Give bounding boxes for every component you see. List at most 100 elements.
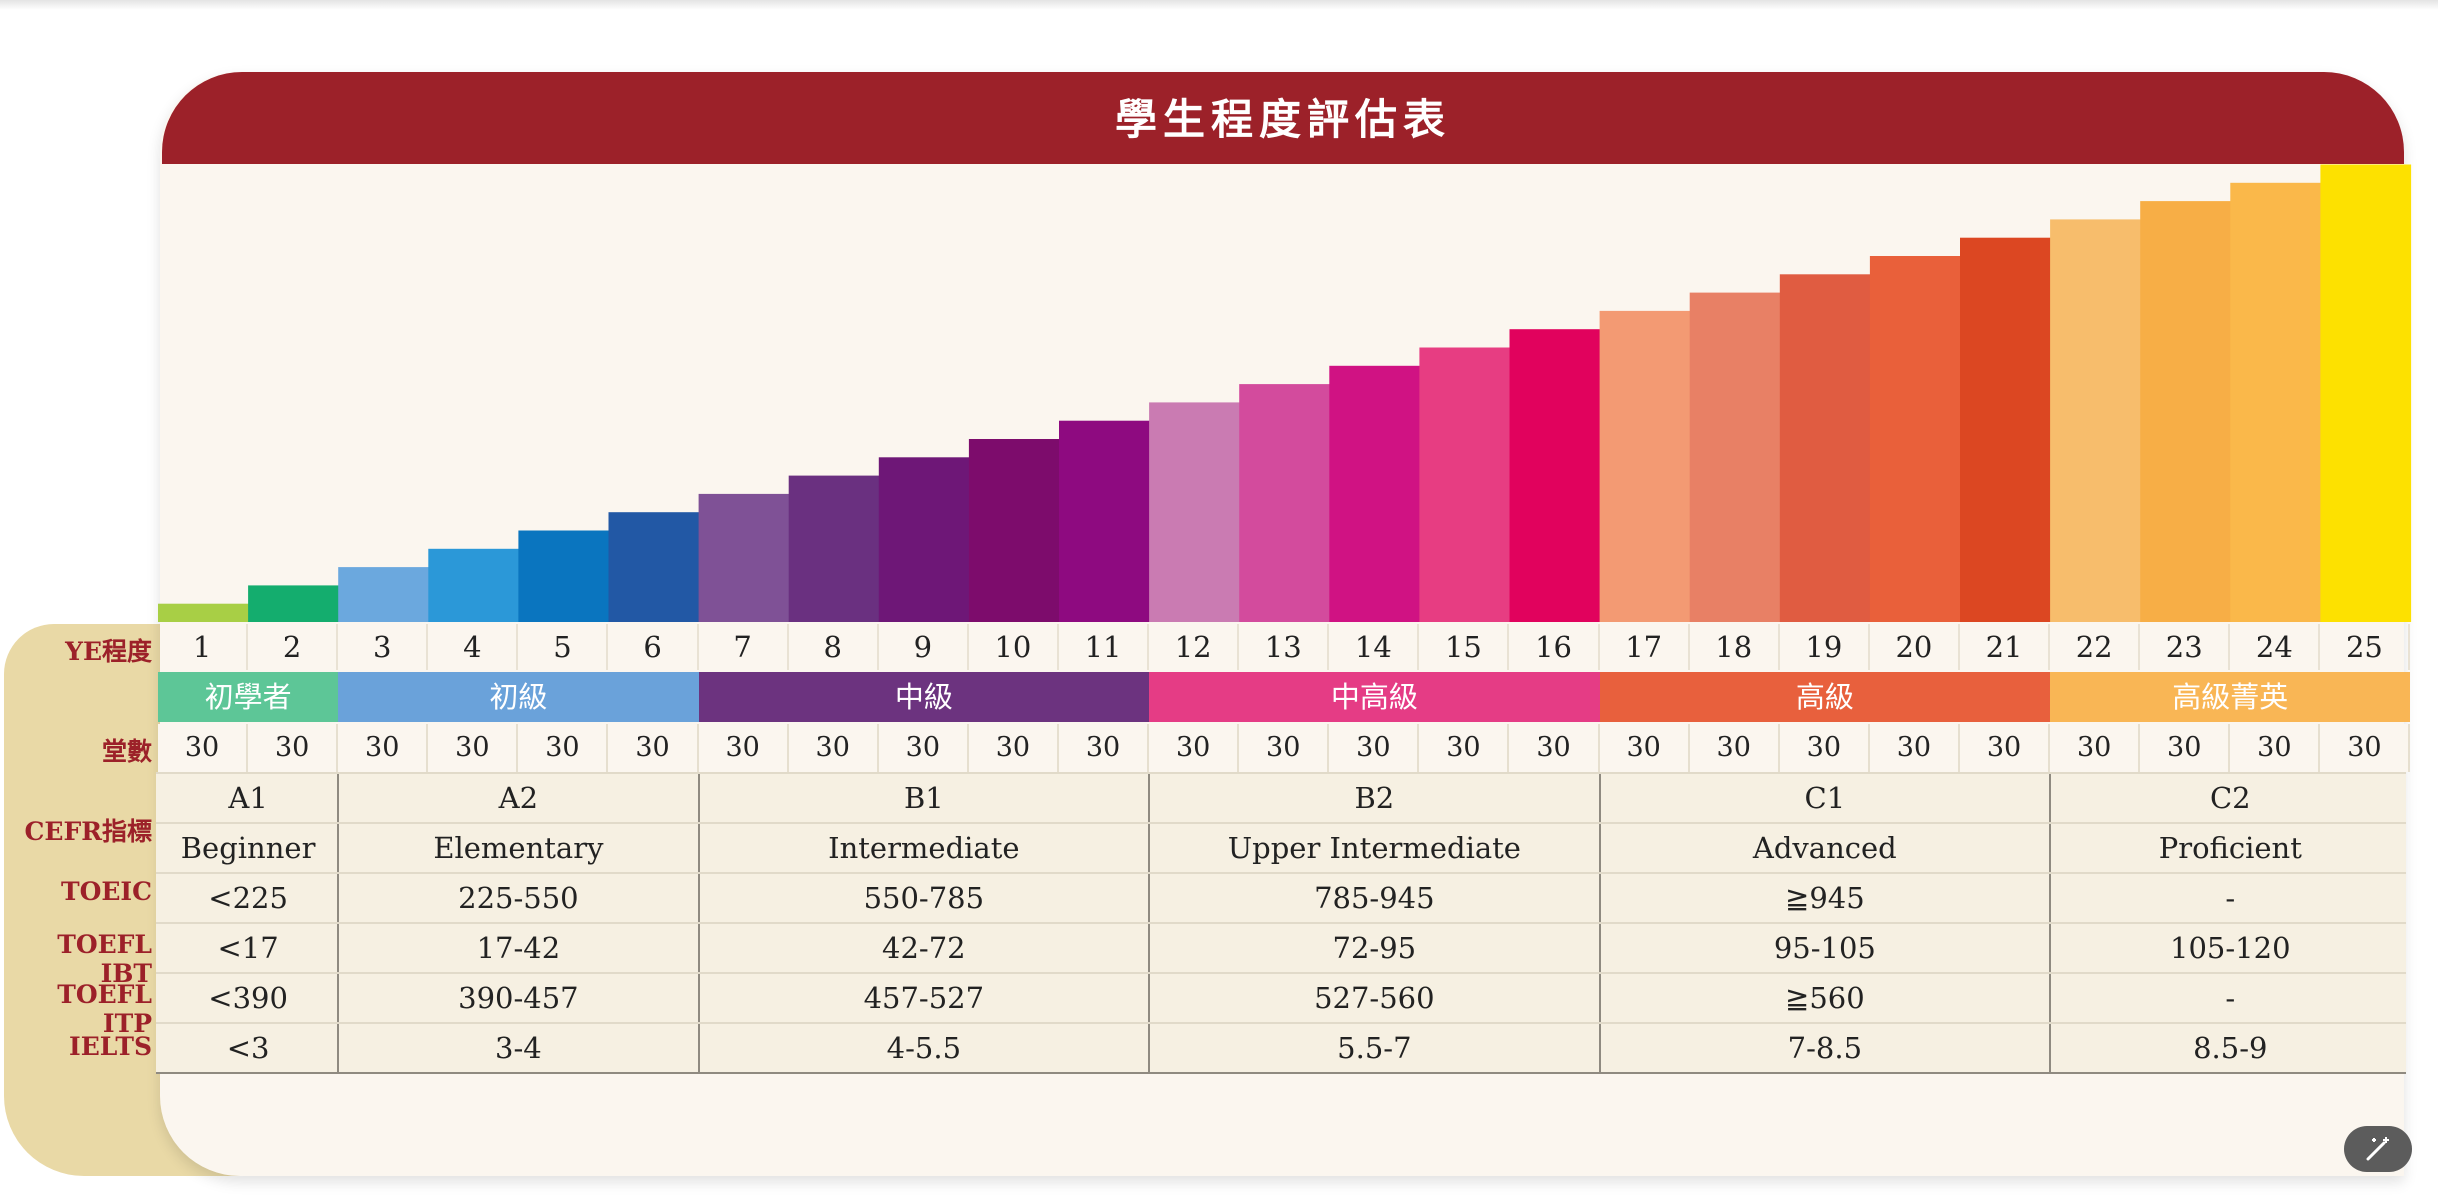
- level-number: 23: [2140, 624, 2231, 670]
- row-divider: [156, 1022, 2406, 1024]
- score-cell-toefl-ibt: 17-42: [476, 931, 561, 965]
- level-group-band: 中級: [698, 672, 1150, 722]
- level-number: 7: [699, 624, 789, 670]
- score-cell-toefl-itp: <390: [208, 981, 288, 1015]
- edit-button[interactable]: [2344, 1126, 2412, 1172]
- score-cell-toefl-itp: 457-527: [863, 981, 985, 1015]
- score-cell-toeic: <225: [208, 881, 288, 915]
- score-cell-toefl-ibt: <17: [217, 931, 279, 965]
- score-cell-toeic: 550-785: [863, 881, 985, 915]
- level-number: 2: [248, 624, 339, 670]
- score-cell-desc: Advanced: [1752, 831, 1897, 865]
- level-number: 14: [1329, 624, 1420, 670]
- level-group-band: 中高級: [1149, 672, 1600, 722]
- score-cell-desc: Proficient: [2158, 831, 2302, 865]
- level-number: 21: [1960, 624, 2051, 670]
- score-cell-cefr: B2: [1354, 781, 1395, 815]
- top-shadow: [0, 0, 2438, 10]
- class-count: 30: [878, 724, 969, 772]
- level-number: 12: [1149, 624, 1240, 670]
- score-cell-ielts: 7-8.5: [1787, 1031, 1863, 1065]
- score-cell-toefl-itp: ≧560: [1785, 981, 1865, 1015]
- score-cell-cefr: B1: [903, 781, 944, 815]
- class-count: 30: [338, 724, 429, 772]
- row-divider: [156, 822, 2406, 824]
- class-count: 30: [698, 724, 789, 772]
- score-cell-toefl-itp: -: [2225, 981, 2236, 1015]
- class-count: 30: [1689, 724, 1780, 772]
- title-banner: [162, 72, 2404, 164]
- class-count: 30: [2230, 724, 2321, 772]
- row-label-toefl-itp: TOEFL ITP: [57, 980, 152, 1038]
- score-cell-desc: Upper Intermediate: [1227, 831, 1521, 865]
- class-count: 30: [1059, 724, 1150, 772]
- level-number: 10: [969, 624, 1059, 670]
- level-number: 13: [1239, 624, 1330, 670]
- score-cell-desc: Beginner: [180, 831, 316, 865]
- level-number: 17: [1600, 624, 1690, 670]
- score-cell-ielts: 4-5.5: [886, 1031, 962, 1065]
- page-title: 學生程度評估表: [1114, 95, 1451, 144]
- level-group-band: 初學者: [158, 672, 339, 722]
- level-number: 9: [879, 624, 969, 670]
- score-cell-ielts: <3: [226, 1031, 270, 1065]
- row-label-toefl-ibt: TOEFL IBT: [57, 930, 152, 988]
- class-count: 30: [2050, 724, 2141, 772]
- class-count: 30: [2320, 724, 2411, 772]
- level-number: 16: [1510, 624, 1600, 670]
- class-count: 30: [1960, 724, 2051, 772]
- score-cell-toefl-ibt: 42-72: [882, 931, 966, 965]
- score-cell-desc: Intermediate: [828, 831, 1020, 865]
- level-number: 22: [2050, 624, 2141, 670]
- score-cell-toefl-ibt: 95-105: [1773, 931, 1876, 965]
- row-label-level: YE程度: [65, 637, 152, 666]
- score-cell-cefr: C2: [2209, 781, 2251, 815]
- row-divider: [156, 772, 2406, 774]
- score-cell-toefl-ibt: 105-120: [2170, 931, 2291, 965]
- score-cell-cefr: A2: [498, 781, 539, 815]
- class-count: 30: [968, 724, 1059, 772]
- row-label-classes: 堂數: [101, 737, 152, 766]
- class-count: 30: [788, 724, 879, 772]
- row-divider: [156, 872, 2406, 874]
- class-count: 30: [248, 724, 339, 772]
- score-cell-ielts: 3-4: [495, 1031, 542, 1065]
- score-cell-toeic: -: [2225, 881, 2236, 915]
- level-number: 8: [789, 624, 879, 670]
- class-count: 30: [1779, 724, 1870, 772]
- score-cell-cefr: C1: [1804, 781, 1846, 815]
- level-number: 18: [1690, 624, 1780, 670]
- level-group-band: 高級: [1599, 672, 2051, 722]
- score-cell-toeic: 785-945: [1314, 881, 1435, 915]
- score-cell-desc: Elementary: [433, 831, 604, 865]
- level-number: 11: [1059, 624, 1150, 670]
- level-number: 6: [609, 624, 699, 670]
- magic-wand-icon: [2366, 1137, 2389, 1161]
- row-divider: [156, 1072, 2406, 1074]
- score-cell-toefl-ibt: 72-95: [1332, 931, 1417, 965]
- score-cell-toefl-itp: 390-457: [458, 981, 579, 1015]
- score-cell-toeic: ≧945: [1785, 881, 1865, 915]
- row-divider: [156, 922, 2406, 924]
- class-count: 30: [1419, 724, 1510, 772]
- level-number: 15: [1419, 624, 1510, 670]
- level-number: 24: [2230, 624, 2321, 670]
- class-count: 30: [158, 724, 249, 772]
- score-cell-cefr: A1: [228, 781, 268, 815]
- class-count: 30: [1599, 724, 1690, 772]
- level-number: 5: [518, 624, 609, 670]
- score-cell-toeic: 225-550: [458, 881, 579, 915]
- class-count: 30: [2140, 724, 2231, 772]
- level-group-band: 高級菁英: [2050, 672, 2411, 722]
- level-number: 1: [158, 624, 249, 670]
- score-cell-ielts: 5.5-7: [1337, 1031, 1412, 1065]
- score-cell-toefl-itp: 527-560: [1314, 981, 1435, 1015]
- class-count: 30: [1239, 724, 1330, 772]
- row-label-cefr: CEFR指標: [24, 817, 152, 846]
- class-count: 30: [608, 724, 699, 772]
- level-number: 20: [1870, 624, 1960, 670]
- row-label-toeic: TOEIC: [60, 877, 152, 906]
- score-cell-ielts: 8.5-9: [2193, 1031, 2268, 1065]
- level-group-band: 初級: [338, 672, 699, 722]
- row-label-ielts: IELTS: [69, 1032, 152, 1061]
